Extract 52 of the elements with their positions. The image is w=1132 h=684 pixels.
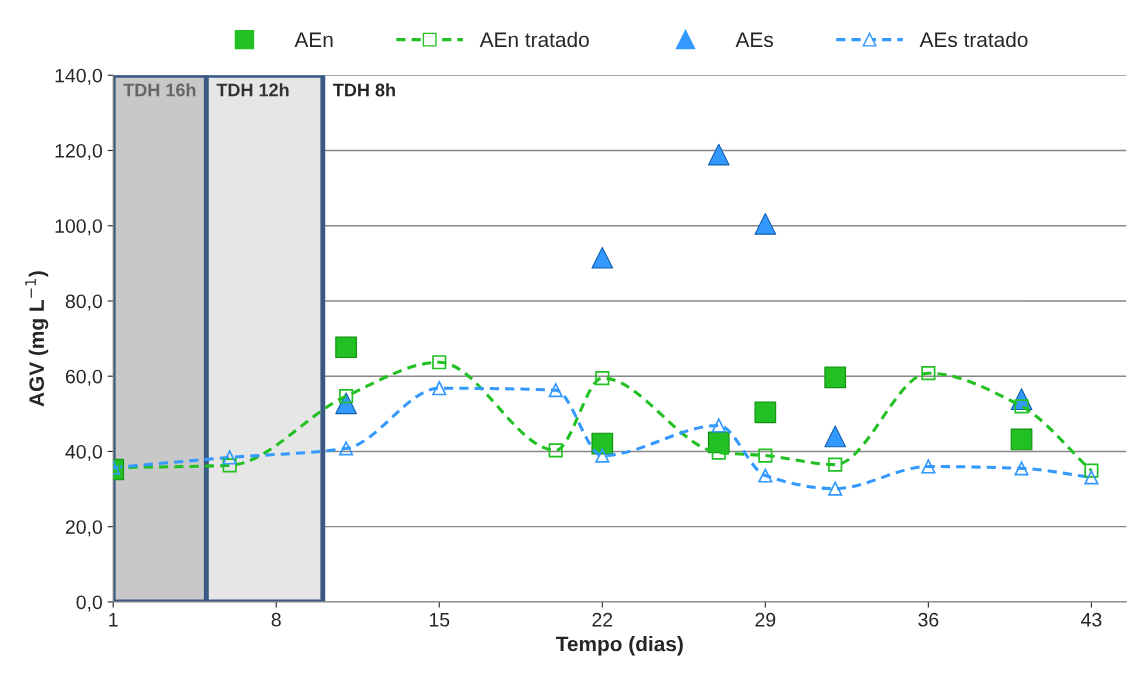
band-label: TDH 12h (216, 83, 289, 97)
point (222, 450, 237, 465)
point (548, 383, 563, 398)
point (754, 212, 777, 235)
point (828, 481, 843, 496)
point (1084, 463, 1099, 478)
point (711, 418, 726, 433)
point (1010, 428, 1033, 451)
point (222, 458, 237, 473)
point (548, 443, 563, 458)
point (921, 366, 936, 381)
y-tick-label: 100,0 (55, 219, 103, 236)
y-tick-label: 60,0 (65, 369, 103, 386)
point (432, 381, 447, 396)
point (758, 468, 773, 483)
legend-label: AEn tratado (479, 31, 589, 48)
y-tick-label: 140,0 (55, 68, 103, 85)
y-tick-label: 80,0 (65, 294, 103, 311)
x-axis-title: Tempo (dias) (555, 636, 683, 656)
point (595, 448, 610, 463)
y-tick-label: 40,0 (65, 444, 103, 461)
annotation: TDH 8h (333, 83, 395, 97)
point (591, 246, 614, 269)
x-tick-label: 43 (1081, 612, 1102, 627)
point (591, 432, 614, 455)
x-tick-label: 29 (755, 612, 776, 627)
y-tick-label: 0,0 (76, 595, 103, 612)
point (339, 441, 354, 456)
point (1084, 470, 1099, 485)
x-tick-label: 15 (429, 613, 450, 627)
point (707, 143, 730, 166)
point (1014, 461, 1029, 476)
point (828, 457, 843, 472)
point (595, 370, 610, 386)
y-tick-label: 20,0 (65, 520, 103, 537)
point (754, 401, 777, 424)
legend-label: AEn (294, 32, 333, 47)
x-tick-label: 22 (592, 612, 613, 627)
band-label: TDH 16h (123, 83, 196, 97)
point (758, 448, 773, 463)
x-tick-label: 1 (109, 613, 118, 627)
x-tick-label: 8 (271, 612, 281, 627)
legend-label: AEs tratado (919, 31, 1028, 48)
y-axis-title: AGV (mg L$^{−1}$) (25, 271, 49, 407)
point (335, 336, 357, 359)
point (824, 366, 847, 389)
point (921, 459, 936, 474)
point (824, 425, 847, 448)
legend-label: AEs (735, 32, 773, 48)
x-tick-label: 36 (918, 612, 939, 627)
y-tick-label: 120,0 (55, 143, 103, 161)
point (432, 355, 447, 370)
